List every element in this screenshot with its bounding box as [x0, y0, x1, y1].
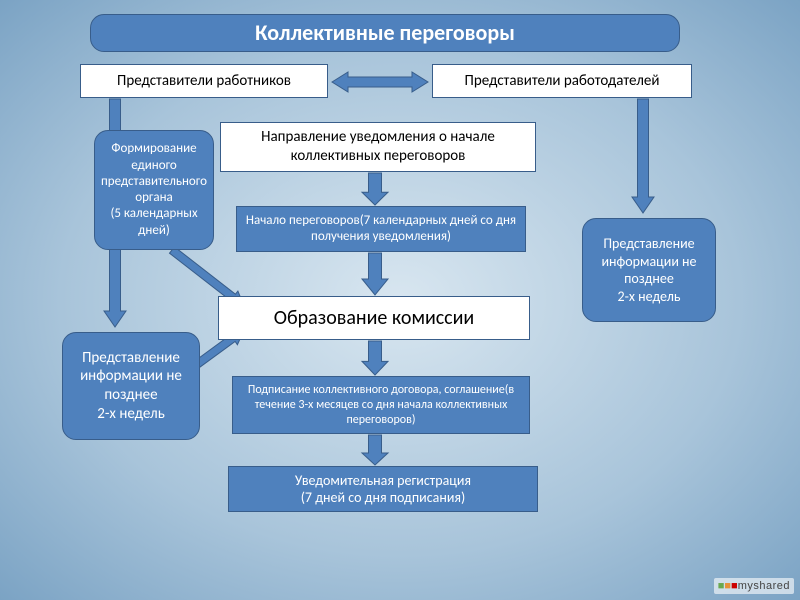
node-title: Коллективные переговоры — [90, 14, 680, 52]
node-info_right: Представление информации не позднее2-х н… — [582, 218, 716, 322]
arrow-bidir-top — [332, 72, 428, 92]
arrow-comm-to-sign — [362, 341, 388, 375]
node-commission: Образование комиссии — [218, 296, 530, 340]
node-rep_employers: Представители работодателей — [432, 64, 692, 98]
node-signing: Подписание коллективного договора, согла… — [232, 376, 530, 434]
arrow-start-to-comm — [362, 253, 388, 295]
node-start: Начало переговоров(7 календарных дней со… — [236, 206, 526, 252]
arrow-notice-to-start — [362, 173, 388, 205]
node-registration: Уведомительная регистрация(7 дней со дня… — [228, 466, 538, 512]
arrow-employers-down — [632, 99, 654, 213]
node-notice: Направление уведомления о начале коллект… — [220, 122, 536, 172]
node-rep_workers: Представители работников — [80, 64, 328, 98]
node-formation: Формирование единого представительного о… — [94, 130, 214, 250]
watermark-logo: ■■■myshared — [714, 578, 794, 594]
node-info_left: Представление информации не позднее2-х н… — [62, 332, 200, 440]
arrow-sign-to-reg — [362, 435, 388, 465]
logo-text: myshared — [738, 580, 790, 592]
